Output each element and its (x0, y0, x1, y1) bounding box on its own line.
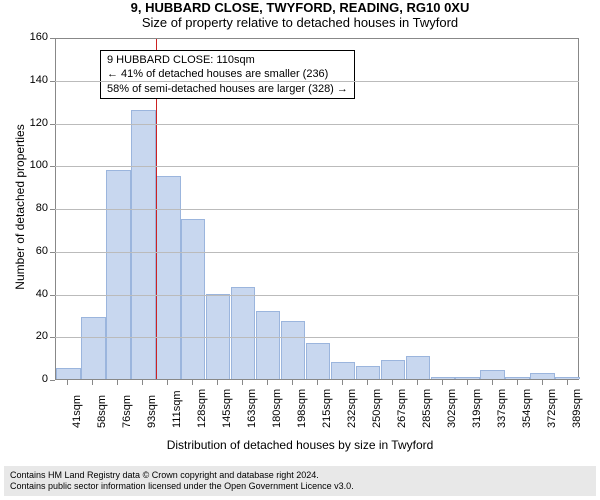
annotation-line: 58% of semi-detached houses are larger (… (107, 82, 348, 96)
x-tick (492, 380, 493, 385)
grid-line (55, 124, 579, 125)
histogram-bar (555, 377, 579, 379)
annotation-line: 9 HUBBARD CLOSE: 110sqm (107, 53, 348, 67)
y-tick-label: 120 (20, 117, 48, 129)
x-tick-label: 163sqm (246, 389, 258, 428)
y-tick-label: 20 (20, 330, 48, 342)
x-tick-label: 180sqm (271, 389, 283, 428)
histogram-bar (256, 311, 280, 379)
y-tick-label: 80 (20, 202, 48, 214)
x-tick (117, 380, 118, 385)
histogram-bar (81, 317, 105, 379)
x-tick (517, 380, 518, 385)
x-tick-label: 215sqm (321, 389, 333, 428)
y-tick (50, 81, 55, 82)
y-tick-label: 40 (20, 288, 48, 300)
histogram-bar (431, 377, 455, 379)
grid-line (55, 81, 579, 82)
x-tick-label: 41sqm (71, 395, 83, 428)
grid-line (55, 295, 579, 296)
x-tick-label: 354sqm (521, 389, 533, 428)
x-tick-label: 285sqm (421, 389, 433, 428)
x-axis-label: Distribution of detached houses by size … (0, 438, 600, 452)
x-tick (167, 380, 168, 385)
histogram-bar (306, 343, 330, 379)
histogram-bar (281, 321, 305, 379)
x-tick-label: 145sqm (221, 389, 233, 428)
y-tick (50, 38, 55, 39)
x-tick-label: 337sqm (496, 389, 508, 428)
histogram-bar (181, 219, 205, 379)
histogram-bar (455, 377, 479, 379)
x-tick (342, 380, 343, 385)
x-tick (542, 380, 543, 385)
x-tick (292, 380, 293, 385)
x-tick-label: 319sqm (471, 389, 483, 428)
y-tick (50, 124, 55, 125)
y-tick-label: 160 (20, 31, 48, 43)
histogram-bar (356, 366, 380, 379)
x-tick-label: 302sqm (446, 389, 458, 428)
x-tick-label: 372sqm (546, 389, 558, 428)
grid-line (55, 166, 579, 167)
y-tick-label: 0 (20, 373, 48, 385)
x-tick-label: 76sqm (121, 395, 133, 428)
footer-attribution: Contains HM Land Registry data © Crown c… (4, 466, 596, 496)
histogram-bar (231, 287, 255, 379)
x-tick-label: 58sqm (96, 395, 108, 428)
y-tick (50, 166, 55, 167)
x-tick (367, 380, 368, 385)
x-tick (142, 380, 143, 385)
grid-line (55, 252, 579, 253)
y-tick-label: 60 (20, 245, 48, 257)
x-tick (567, 380, 568, 385)
x-tick-label: 267sqm (396, 389, 408, 428)
y-tick (50, 380, 55, 381)
histogram-bar (106, 170, 130, 379)
x-tick (242, 380, 243, 385)
x-tick-label: 93sqm (146, 395, 158, 428)
y-tick (50, 209, 55, 210)
x-tick (267, 380, 268, 385)
histogram-bar (381, 360, 405, 379)
histogram-bar (56, 368, 80, 379)
histogram-bar (131, 110, 155, 379)
footer-line-2: Contains public sector information licen… (10, 481, 590, 492)
chart-subtitle: Size of property relative to detached ho… (0, 15, 600, 30)
x-tick-label: 389sqm (571, 389, 583, 428)
x-tick (467, 380, 468, 385)
footer-line-1: Contains HM Land Registry data © Crown c… (10, 470, 590, 481)
x-tick (217, 380, 218, 385)
y-tick (50, 295, 55, 296)
y-tick-label: 100 (20, 159, 48, 171)
histogram-bar (406, 356, 430, 380)
histogram-bar (206, 294, 230, 380)
histogram-bar (530, 373, 554, 379)
x-tick-label: 232sqm (346, 389, 358, 428)
annotation-line: ← 41% of detached houses are smaller (23… (107, 67, 348, 81)
y-tick (50, 337, 55, 338)
chart-title: 9, HUBBARD CLOSE, TWYFORD, READING, RG10… (0, 0, 600, 15)
x-tick (442, 380, 443, 385)
y-tick (50, 252, 55, 253)
x-tick-label: 111sqm (171, 390, 183, 428)
x-tick (67, 380, 68, 385)
chart-container: 9, HUBBARD CLOSE, TWYFORD, READING, RG10… (0, 0, 600, 500)
x-tick-label: 250sqm (371, 389, 383, 428)
grid-line (55, 337, 579, 338)
annotation-box: 9 HUBBARD CLOSE: 110sqm← 41% of detached… (100, 50, 355, 99)
x-tick (417, 380, 418, 385)
x-tick (92, 380, 93, 385)
histogram-bar (480, 370, 504, 379)
x-tick-label: 128sqm (196, 389, 208, 428)
histogram-bar (505, 377, 529, 379)
x-tick (317, 380, 318, 385)
x-tick (192, 380, 193, 385)
y-tick-label: 140 (20, 74, 48, 86)
histogram-bar (156, 176, 180, 379)
x-tick-label: 198sqm (296, 389, 308, 428)
histogram-bar (331, 362, 355, 379)
grid-line (55, 209, 579, 210)
x-tick (392, 380, 393, 385)
